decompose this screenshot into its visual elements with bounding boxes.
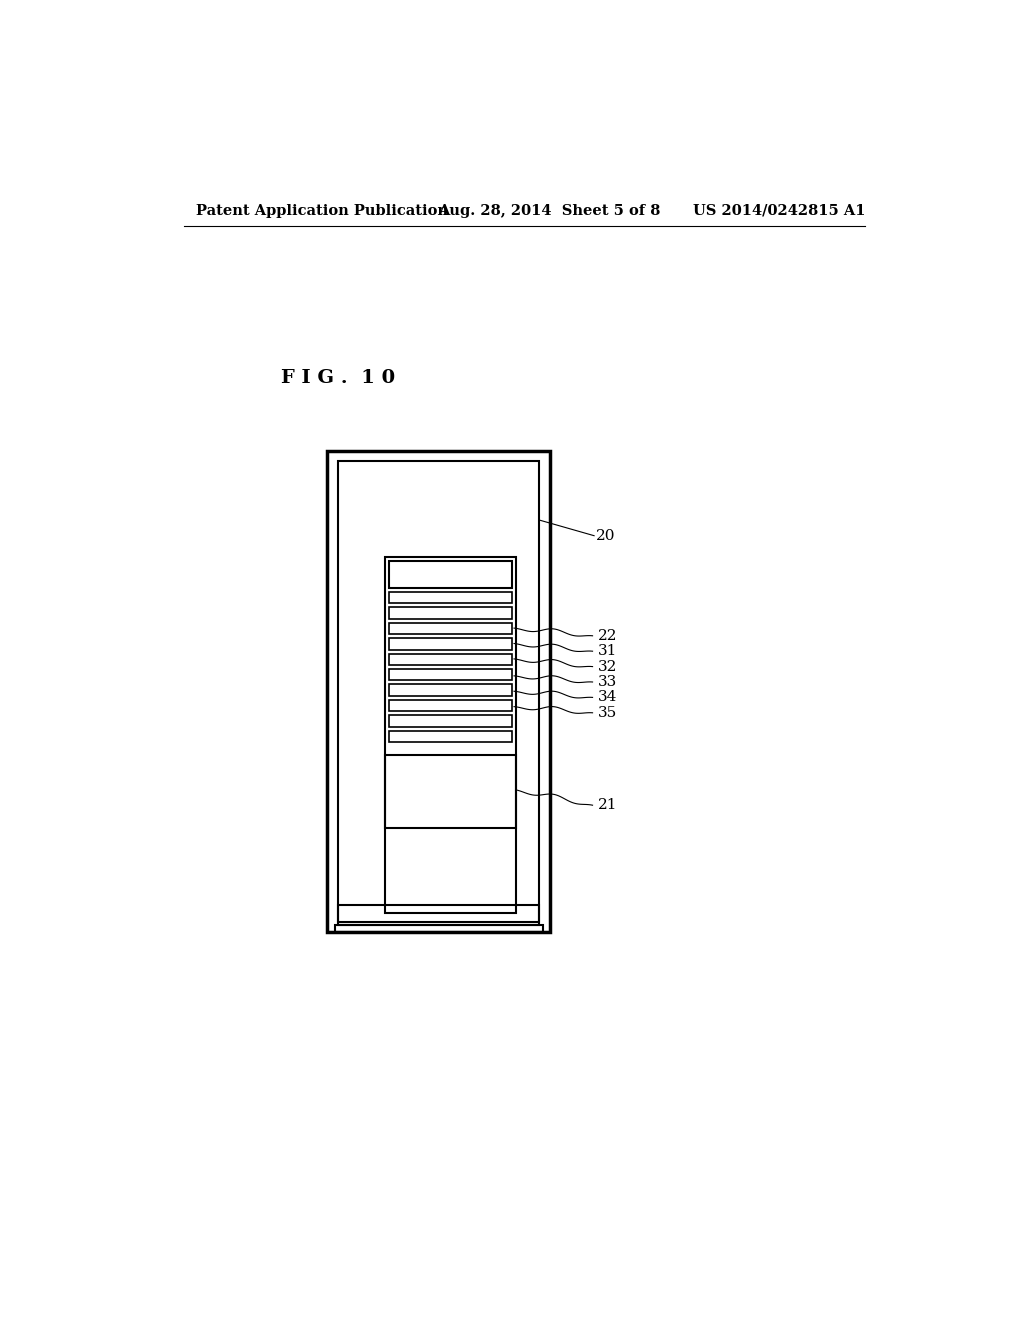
Bar bbox=[388, 730, 512, 742]
Bar bbox=[388, 607, 512, 619]
Text: 34: 34 bbox=[598, 690, 617, 705]
Text: 33: 33 bbox=[598, 675, 617, 689]
Bar bbox=[339, 906, 539, 924]
Text: Aug. 28, 2014  Sheet 5 of 8: Aug. 28, 2014 Sheet 5 of 8 bbox=[438, 203, 660, 218]
Text: 35: 35 bbox=[598, 706, 617, 719]
Bar bbox=[335, 924, 543, 932]
Bar bbox=[388, 700, 512, 711]
Bar bbox=[385, 755, 515, 829]
Text: 31: 31 bbox=[598, 644, 617, 659]
Text: F I G .  1 0: F I G . 1 0 bbox=[281, 368, 395, 387]
Text: 22: 22 bbox=[598, 628, 617, 643]
Text: US 2014/0242815 A1: US 2014/0242815 A1 bbox=[692, 203, 865, 218]
Text: 20: 20 bbox=[596, 529, 615, 543]
Text: 32: 32 bbox=[598, 660, 617, 673]
Bar bbox=[388, 653, 512, 665]
Bar bbox=[388, 623, 512, 635]
Bar bbox=[385, 557, 515, 913]
Bar bbox=[388, 715, 512, 726]
Bar bbox=[388, 591, 512, 603]
Text: 21: 21 bbox=[598, 799, 617, 812]
Bar bbox=[388, 561, 512, 589]
Bar bbox=[327, 451, 550, 932]
Bar bbox=[388, 684, 512, 696]
Bar bbox=[339, 461, 539, 923]
Text: Patent Application Publication: Patent Application Publication bbox=[196, 203, 449, 218]
Bar bbox=[388, 638, 512, 649]
Bar bbox=[388, 669, 512, 681]
